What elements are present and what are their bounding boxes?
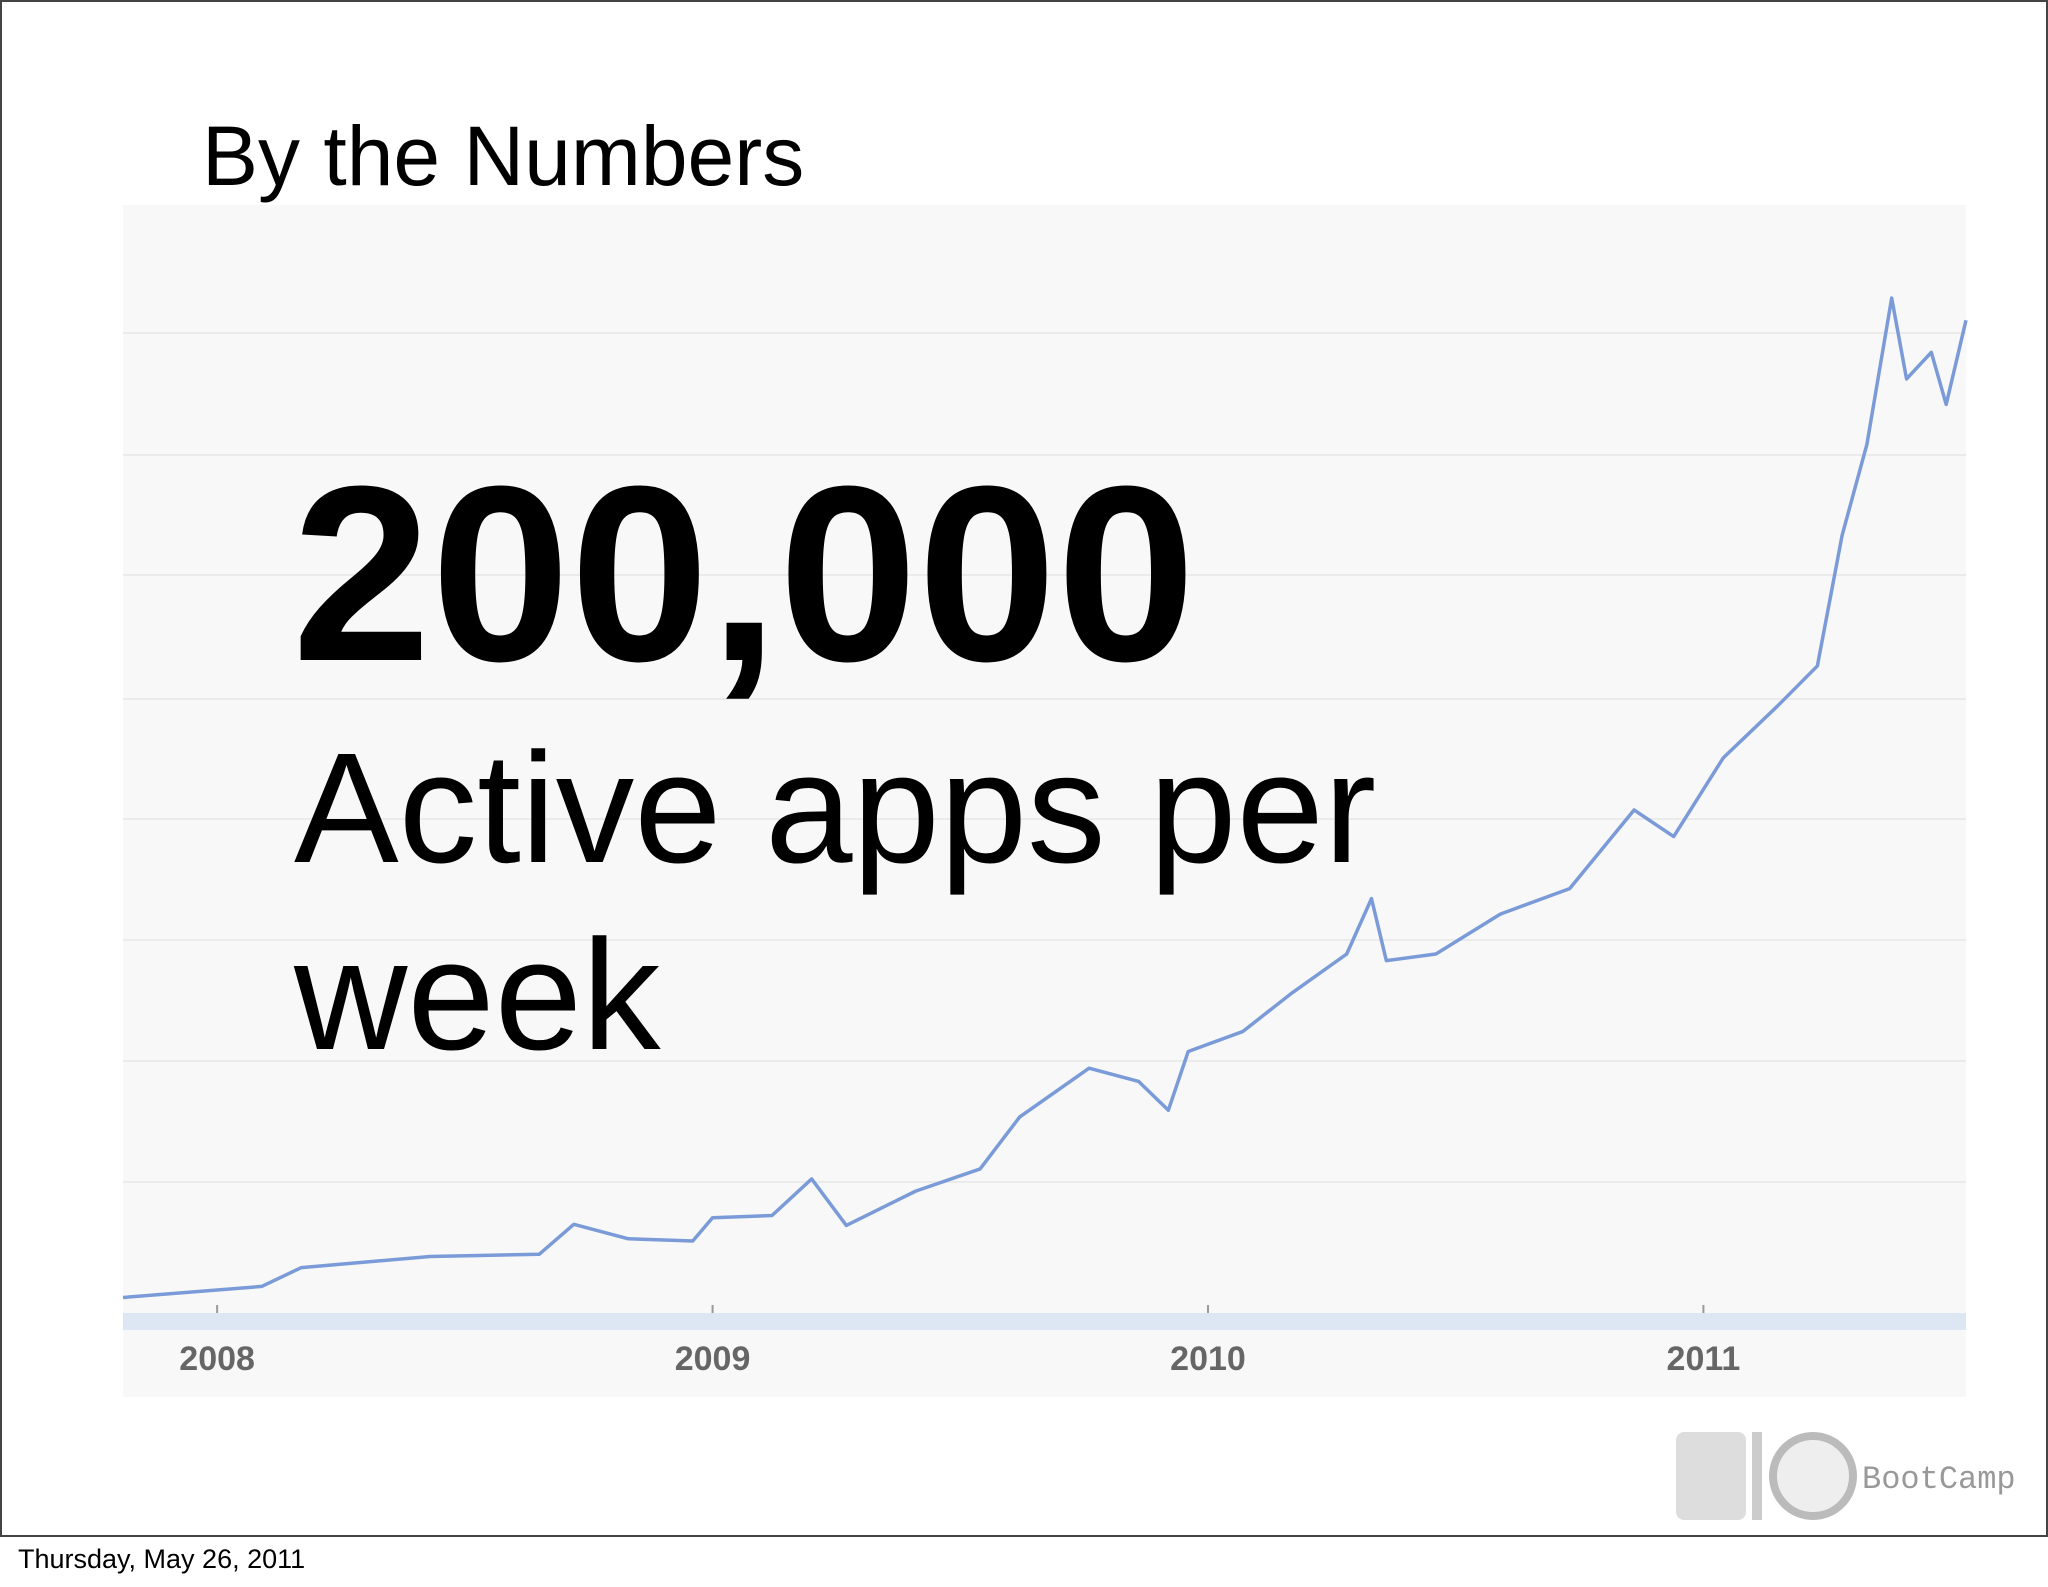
- logo-ring: [1769, 1432, 1857, 1520]
- caption-line: week: [293, 908, 661, 1083]
- footer-date: Thursday, May 26, 2011: [18, 1544, 305, 1574]
- background-grid: [123, 332, 1966, 1183]
- logo-text: BootCamp: [1862, 1461, 2016, 1498]
- x-tick-label: 2009: [675, 1340, 751, 1378]
- x-tick-label: 2008: [179, 1340, 255, 1378]
- axis-strip: [123, 1313, 1966, 1330]
- plot: 2008 2009 2010 2011: [122, 296, 1968, 1378]
- slide-title: By the Numbers: [202, 109, 804, 203]
- headline-number: 200,000: [292, 434, 1196, 713]
- data-line: [122, 296, 1968, 1300]
- x-tick-label: 2011: [1667, 1340, 1741, 1378]
- logo-bar: [1752, 1432, 1762, 1520]
- caption-line: Active apps per: [294, 721, 1376, 896]
- logo-block: [1676, 1432, 1746, 1520]
- logo: BootCamp: [1676, 1432, 2016, 1520]
- x-tick-label: 2010: [1170, 1340, 1246, 1378]
- chart-background: [123, 205, 1966, 1397]
